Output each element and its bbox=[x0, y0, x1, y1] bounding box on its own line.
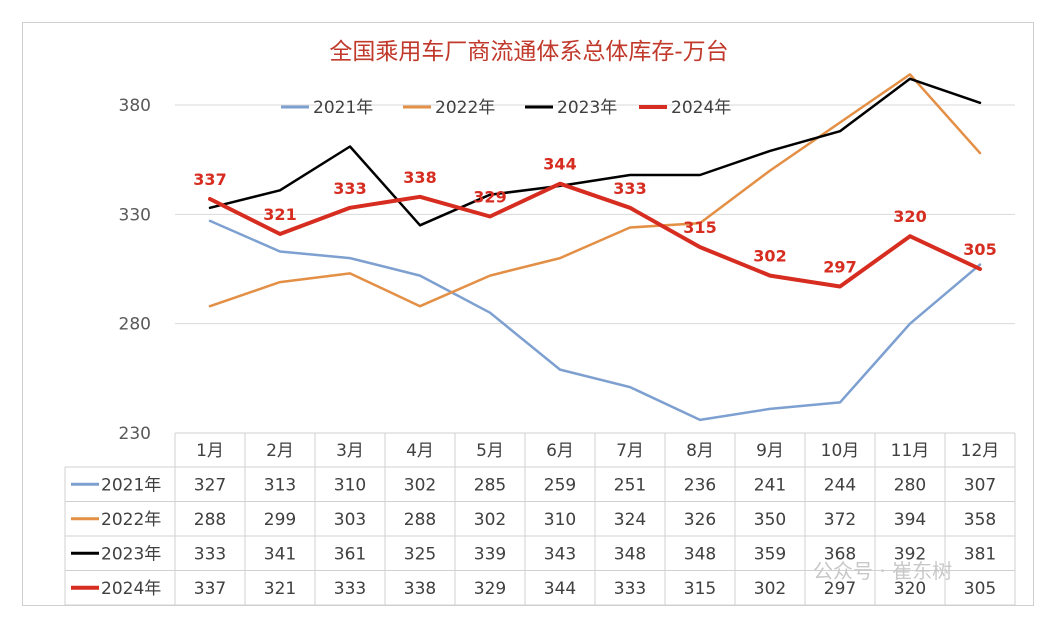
table-cell: 313 bbox=[264, 475, 296, 495]
x-tick-label: 9月 bbox=[756, 441, 784, 461]
table-cell: 259 bbox=[544, 475, 576, 495]
table-cell: 302 bbox=[754, 579, 786, 599]
table-cell: 244 bbox=[824, 475, 856, 495]
table-series-name: 2024年 bbox=[101, 579, 161, 599]
table-cell: 302 bbox=[404, 475, 436, 495]
table-cell: 361 bbox=[334, 544, 366, 564]
x-tick-label: 7月 bbox=[616, 441, 644, 461]
legend-label: 2023年 bbox=[557, 98, 617, 118]
chart-frame: 380 330 280 230 337 321 333 338 329 344 333 315 302… bbox=[22, 22, 1034, 606]
legend-label: 2022年 bbox=[435, 98, 495, 118]
table-series-name: 2021年 bbox=[101, 475, 161, 495]
table-cell: 368 bbox=[824, 544, 856, 564]
data-label: 337 bbox=[193, 170, 226, 189]
table-cell: 280 bbox=[894, 475, 926, 495]
x-tick-label: 4月 bbox=[406, 441, 434, 461]
table-cell: 327 bbox=[194, 475, 226, 495]
table-cell: 394 bbox=[894, 510, 926, 530]
table-cell: 339 bbox=[474, 544, 506, 564]
table-cell: 303 bbox=[334, 510, 366, 530]
table-cell: 333 bbox=[334, 579, 366, 599]
x-tick-label: 10月 bbox=[821, 441, 860, 461]
data-label: 338 bbox=[403, 168, 436, 187]
table-cell: 392 bbox=[894, 544, 926, 564]
x-tick-label: 6月 bbox=[546, 441, 574, 461]
series-line-2024年 bbox=[208, 181, 982, 289]
data-label: 344 bbox=[543, 155, 576, 174]
table-series-name: 2022年 bbox=[101, 510, 161, 530]
table-cell: 241 bbox=[754, 475, 786, 495]
table-cell: 326 bbox=[684, 510, 716, 530]
data-label: 321 bbox=[263, 205, 296, 224]
table-cell: 302 bbox=[474, 510, 506, 530]
chart-title: 全国乘用车厂商流通体系总体库存-万台 bbox=[329, 39, 728, 65]
table-cell: 343 bbox=[544, 544, 576, 564]
table-cell: 350 bbox=[754, 510, 786, 530]
table-series-name: 2023年 bbox=[101, 544, 161, 564]
x-tick-label: 2月 bbox=[266, 441, 294, 461]
x-tick-label: 12月 bbox=[961, 441, 1000, 461]
table-cell: 329 bbox=[474, 579, 506, 599]
x-tick-label: 8月 bbox=[686, 441, 714, 461]
watermark: 公众号 · 崔东树 bbox=[813, 559, 952, 583]
table-cell: 315 bbox=[684, 579, 716, 599]
table-cell: 325 bbox=[404, 544, 436, 564]
table-cell: 333 bbox=[614, 579, 646, 599]
y-tick-label: 230 bbox=[119, 424, 151, 444]
series-line-2021年 bbox=[208, 219, 982, 422]
table-cell: 307 bbox=[964, 475, 996, 495]
data-label: 320 bbox=[893, 207, 926, 226]
table-cell: 305 bbox=[964, 579, 996, 599]
table-cell: 299 bbox=[264, 510, 296, 530]
legend-label: 2024年 bbox=[671, 98, 731, 118]
data-label: 329 bbox=[473, 188, 506, 207]
data-label: 315 bbox=[683, 218, 716, 237]
table-cell: 297 bbox=[824, 579, 856, 599]
x-tick-label: 5月 bbox=[476, 441, 504, 461]
y-tick-label: 380 bbox=[119, 96, 151, 116]
table-cell: 348 bbox=[684, 544, 716, 564]
table-cell: 236 bbox=[684, 475, 716, 495]
y-tick-label: 280 bbox=[119, 315, 151, 335]
table-cell: 310 bbox=[334, 475, 366, 495]
series-line-2023年 bbox=[208, 77, 982, 227]
table-cell: 324 bbox=[614, 510, 646, 530]
table-cell: 320 bbox=[894, 579, 926, 599]
table-cell: 381 bbox=[964, 544, 996, 564]
table-cell: 348 bbox=[614, 544, 646, 564]
table-cell: 344 bbox=[544, 579, 576, 599]
x-tick-label: 1月 bbox=[196, 441, 224, 461]
data-label: 333 bbox=[613, 179, 646, 198]
data-label: 305 bbox=[963, 240, 996, 259]
table-cell: 251 bbox=[614, 475, 646, 495]
x-tick-label: 11月 bbox=[891, 441, 930, 461]
table-cell: 310 bbox=[544, 510, 576, 530]
x-tick-label: 3月 bbox=[336, 441, 364, 461]
table-cell: 288 bbox=[194, 510, 226, 530]
table-cell: 359 bbox=[754, 544, 786, 564]
table-cell: 338 bbox=[404, 579, 436, 599]
table-cell: 337 bbox=[194, 579, 226, 599]
data-label: 297 bbox=[823, 257, 856, 276]
table-cell: 358 bbox=[964, 510, 996, 530]
table-cell: 372 bbox=[824, 510, 856, 530]
table-cell: 341 bbox=[264, 544, 296, 564]
y-tick-label: 330 bbox=[119, 205, 151, 225]
data-label: 333 bbox=[333, 179, 366, 198]
series-line-2022年 bbox=[208, 73, 982, 308]
data-label: 302 bbox=[753, 247, 786, 266]
table-cell: 285 bbox=[474, 475, 506, 495]
table-cell: 333 bbox=[194, 544, 226, 564]
table-cell: 288 bbox=[404, 510, 436, 530]
line-chart: 380 330 280 230 337 321 333 338 329 344 333 315 302… bbox=[64, 39, 1016, 606]
table-cell: 321 bbox=[264, 579, 296, 599]
legend-label: 2021年 bbox=[313, 98, 373, 118]
